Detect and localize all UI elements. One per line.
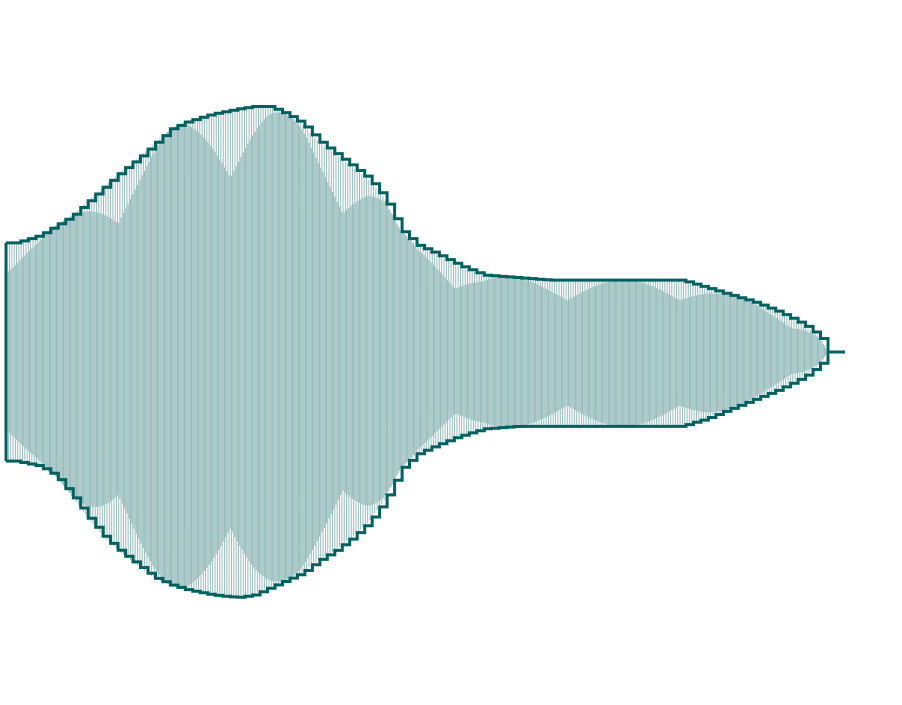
upper-envelope-line	[6, 105, 830, 352]
lower-envelope-line	[6, 352, 830, 599]
